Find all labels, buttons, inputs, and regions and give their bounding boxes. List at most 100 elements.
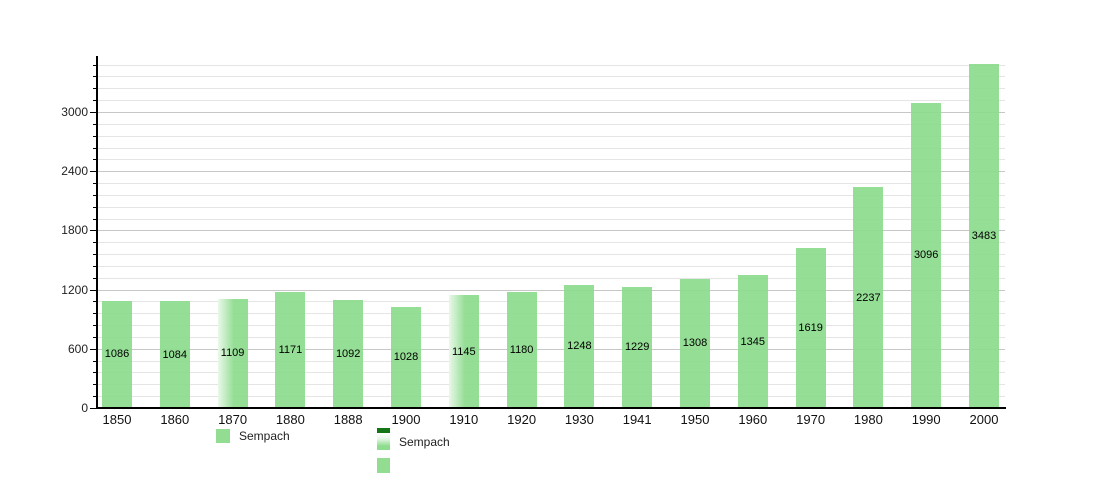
y-axis-tick xyxy=(93,325,97,327)
y-axis-tick xyxy=(93,100,97,102)
minor-gridline xyxy=(98,372,1005,374)
x-tick-label: 1910 xyxy=(449,412,479,427)
major-gridline xyxy=(98,171,1005,173)
legend-entry: Sempach xyxy=(216,429,290,443)
bar-value-label: 1145 xyxy=(451,345,476,358)
y-axis-tick xyxy=(93,147,97,149)
minor-gridline xyxy=(98,100,1005,102)
y-axis-tick xyxy=(93,218,97,220)
bar-2000: 3483 xyxy=(969,64,999,408)
minor-gridline xyxy=(98,336,1005,338)
bar-1880: 1171 xyxy=(275,292,306,408)
y-axis-tick xyxy=(90,408,97,409)
y-axis-tick xyxy=(93,313,97,315)
y-axis-tick xyxy=(93,242,97,244)
y-tick-label: 1200 xyxy=(61,282,88,297)
minor-gridline xyxy=(98,194,1005,196)
bar-value-label: 1180 xyxy=(509,343,534,356)
y-axis-tick xyxy=(93,135,97,137)
legend-primary: Sempach xyxy=(216,429,290,443)
minor-gridline xyxy=(98,384,1005,386)
y-axis-tick xyxy=(90,171,97,173)
y-axis-tick xyxy=(90,289,97,291)
legend-entry xyxy=(377,428,450,433)
x-tick-label: 2000 xyxy=(969,412,999,427)
legend-label: Sempach xyxy=(239,429,290,443)
y-axis-tick xyxy=(93,123,97,125)
y-tick-label: 3000 xyxy=(61,105,88,119)
bar-value-label: 2237 xyxy=(856,291,881,304)
y-axis-tick xyxy=(93,301,97,303)
minor-gridline xyxy=(98,360,1005,362)
bar-value-label: 1619 xyxy=(798,322,823,335)
major-gridline xyxy=(98,112,1005,113)
y-axis-tick xyxy=(93,64,97,66)
y-axis-tick xyxy=(93,384,97,386)
minor-gridline xyxy=(98,277,1005,279)
x-tick-label: 1990 xyxy=(911,412,941,427)
bar-1960: 1345 xyxy=(737,275,768,408)
bar-1870: 1109 xyxy=(217,298,248,409)
legend-entry: Sempach xyxy=(377,434,450,450)
x-tick-label: 1860 xyxy=(160,412,190,427)
major-gridline xyxy=(98,289,1005,291)
legend-swatch xyxy=(377,458,390,473)
x-tick-label: 1960 xyxy=(738,412,768,427)
minor-gridline xyxy=(98,206,1005,208)
y-tick-label: 1800 xyxy=(61,223,88,238)
x-tick-label: 1941 xyxy=(622,412,652,427)
minor-gridline xyxy=(98,265,1005,267)
y-axis-tick xyxy=(93,336,97,338)
bar-1950: 1308 xyxy=(680,278,710,408)
y-axis-tick xyxy=(93,360,97,362)
bar-value-label: 1308 xyxy=(682,337,708,350)
plot-area: 1086 1084 1109 1171 1092 1028 1145 1180 1248 1229… xyxy=(98,57,1005,409)
bar-value-label: 3096 xyxy=(913,249,939,262)
y-axis-line xyxy=(96,56,98,409)
minor-gridline xyxy=(98,396,1005,398)
bar-1990: 3096 xyxy=(911,102,942,408)
bar-1910: 1145 xyxy=(448,295,479,408)
y-axis-tick xyxy=(90,112,97,113)
bar-1980: 2237 xyxy=(853,187,884,408)
x-tick-label: 1970 xyxy=(796,412,826,427)
y-axis-tick xyxy=(93,396,97,398)
bar-value-label: 1345 xyxy=(740,335,766,348)
bar-1850: 1086 xyxy=(102,300,132,408)
y-axis-tick xyxy=(93,206,97,208)
minor-gridline xyxy=(98,183,1005,185)
bar-value-label: 3483 xyxy=(971,230,997,243)
x-tick-label: 1870 xyxy=(218,412,248,427)
y-axis-tick xyxy=(93,277,97,279)
y-axis-tick xyxy=(93,88,97,90)
x-tick-label: 1950 xyxy=(680,412,710,427)
minor-gridline xyxy=(98,218,1005,220)
minor-gridline xyxy=(98,242,1005,244)
legend-dark-strip-swatch xyxy=(377,428,390,433)
bar-1920: 1180 xyxy=(506,291,537,408)
minor-gridline xyxy=(98,76,1005,78)
major-gridline xyxy=(98,230,1005,232)
minor-gridline xyxy=(98,159,1005,161)
x-tick-label: 1980 xyxy=(853,412,883,427)
y-axis-tick xyxy=(93,194,97,196)
legend-label: Sempach xyxy=(399,435,450,449)
y-axis-tick xyxy=(93,183,97,185)
minor-gridline xyxy=(98,147,1005,149)
minor-gridline xyxy=(98,301,1005,303)
y-axis-tick xyxy=(93,159,97,161)
bar-1900: 1028 xyxy=(391,306,421,408)
y-axis-tick xyxy=(90,230,97,232)
y-axis-tick xyxy=(93,76,97,78)
x-axis-line xyxy=(96,407,1006,409)
minor-gridline xyxy=(98,325,1005,327)
x-tick-label: 1888 xyxy=(333,412,363,427)
y-tick-label: 2400 xyxy=(61,164,88,179)
major-gridline xyxy=(98,348,1005,350)
bar-value-label: 1086 xyxy=(104,348,130,361)
bar-value-label: 1028 xyxy=(393,351,419,364)
bar-1888: 1092 xyxy=(333,300,364,408)
minor-gridline xyxy=(98,64,1005,66)
bar-1970: 1619 xyxy=(795,248,826,408)
